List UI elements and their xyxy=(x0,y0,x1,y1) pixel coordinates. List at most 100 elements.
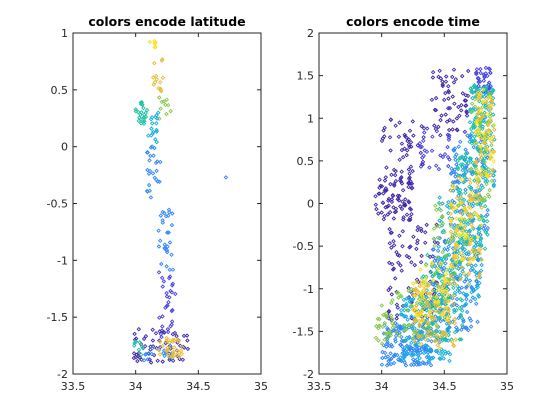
left-scatter-points xyxy=(131,38,229,365)
data-point xyxy=(140,102,145,107)
data-point xyxy=(432,299,438,304)
data-point xyxy=(419,123,424,129)
data-point xyxy=(404,301,409,307)
data-point xyxy=(472,134,477,139)
data-point xyxy=(444,267,450,273)
data-point xyxy=(373,202,379,208)
data-point xyxy=(160,220,166,225)
data-point xyxy=(382,337,387,342)
data-point xyxy=(454,265,459,270)
data-point xyxy=(441,317,447,323)
data-point xyxy=(159,261,164,267)
data-point xyxy=(156,228,161,233)
data-point xyxy=(439,214,445,220)
data-point xyxy=(459,102,464,108)
data-point xyxy=(164,335,169,341)
data-point xyxy=(485,155,490,160)
data-point xyxy=(467,184,472,189)
data-point xyxy=(463,92,469,98)
data-point xyxy=(163,102,168,108)
data-point xyxy=(412,262,418,268)
data-point xyxy=(147,188,153,194)
data-point xyxy=(391,216,397,221)
data-point xyxy=(177,356,182,362)
data-point xyxy=(468,190,474,196)
data-point xyxy=(446,88,451,94)
data-point xyxy=(185,338,190,343)
data-point xyxy=(131,355,137,361)
data-point xyxy=(164,230,170,235)
data-point xyxy=(393,178,399,184)
data-point xyxy=(430,75,436,80)
data-point xyxy=(141,336,147,342)
data-point xyxy=(433,95,439,101)
data-point xyxy=(411,307,416,313)
data-point xyxy=(473,263,478,268)
data-point xyxy=(388,351,393,356)
data-point xyxy=(436,74,441,80)
data-point xyxy=(388,333,394,338)
data-point xyxy=(454,216,459,221)
data-point xyxy=(159,334,164,340)
data-point xyxy=(393,339,398,344)
data-point xyxy=(143,352,148,357)
data-point xyxy=(481,131,487,137)
data-point xyxy=(475,213,481,218)
data-point xyxy=(440,154,446,160)
data-point xyxy=(480,114,486,119)
data-point xyxy=(448,188,454,193)
data-point xyxy=(443,112,448,117)
data-point xyxy=(433,308,439,313)
data-point xyxy=(396,134,402,140)
data-point xyxy=(452,301,457,306)
data-point xyxy=(381,191,386,196)
data-point xyxy=(389,300,394,306)
data-point xyxy=(161,99,167,104)
data-point xyxy=(476,240,481,246)
data-point xyxy=(450,74,455,80)
right-scatter-panel: colors encode time 33.5 34 34.5 35 -2 -1.5 -1 -… xyxy=(293,14,514,393)
data-point xyxy=(422,281,428,287)
data-point xyxy=(440,82,445,87)
data-point xyxy=(379,184,385,189)
data-point xyxy=(477,216,482,221)
data-point xyxy=(446,309,451,314)
data-point xyxy=(164,249,170,255)
data-point xyxy=(401,217,406,222)
data-point xyxy=(463,155,469,160)
data-point xyxy=(430,317,436,322)
data-point xyxy=(460,211,465,217)
data-point xyxy=(484,173,490,179)
data-point xyxy=(407,144,412,150)
y-tick-label: -1 xyxy=(303,283,314,296)
data-point xyxy=(415,143,421,148)
data-point xyxy=(456,144,461,149)
data-point xyxy=(161,279,167,284)
data-point xyxy=(157,339,163,345)
left-scatter-panel: colors encode latitude 33.5 34 34.5 35 -2 -1.… xyxy=(47,14,268,393)
data-point xyxy=(138,116,144,122)
data-point xyxy=(402,132,407,138)
data-point xyxy=(431,273,437,278)
data-point xyxy=(385,340,390,345)
data-point xyxy=(458,200,463,206)
data-point xyxy=(470,225,476,230)
data-point xyxy=(383,355,388,360)
data-point xyxy=(158,213,164,218)
data-point xyxy=(458,337,464,342)
data-point xyxy=(423,262,429,267)
data-point xyxy=(407,171,412,176)
data-point xyxy=(165,244,170,249)
data-point xyxy=(411,281,416,286)
data-point xyxy=(457,239,462,244)
data-point xyxy=(470,85,475,91)
data-point xyxy=(409,211,414,217)
data-point xyxy=(399,141,405,146)
data-point xyxy=(171,351,176,356)
data-point xyxy=(423,263,429,268)
data-point xyxy=(437,235,443,241)
data-point xyxy=(469,101,475,106)
data-point xyxy=(468,256,473,261)
data-point xyxy=(424,308,430,313)
